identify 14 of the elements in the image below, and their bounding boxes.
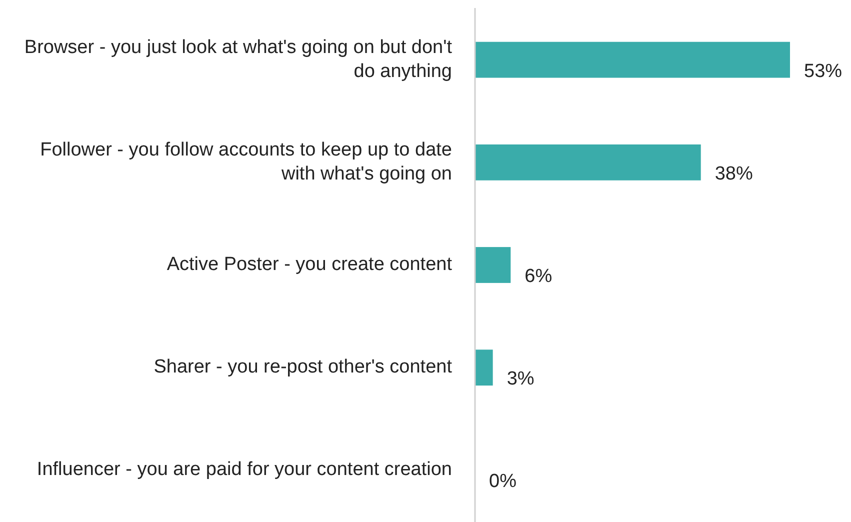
y-tick-label: Active Poster - you create content	[166, 254, 453, 276]
bar	[475, 144, 701, 180]
y-tick-label: Browser - you just look at what's going on but don't do anything	[24, 36, 453, 82]
bar	[475, 247, 511, 283]
bar	[475, 42, 790, 78]
y-tick-label: Follower - you follow accounts to keep up to date with what's going on	[40, 139, 452, 184]
y-tick-label: Sharer - you re-post other's content	[154, 356, 453, 378]
data-label: 3%	[506, 368, 534, 390]
data-label: 6%	[524, 266, 552, 288]
bar	[475, 350, 493, 386]
data-label: 38%	[714, 163, 753, 184]
data-label: 53%	[804, 60, 842, 82]
y-tick-label: Influencer - you are paid for your content creation	[36, 459, 452, 480]
data-label: 0%	[489, 471, 517, 492]
